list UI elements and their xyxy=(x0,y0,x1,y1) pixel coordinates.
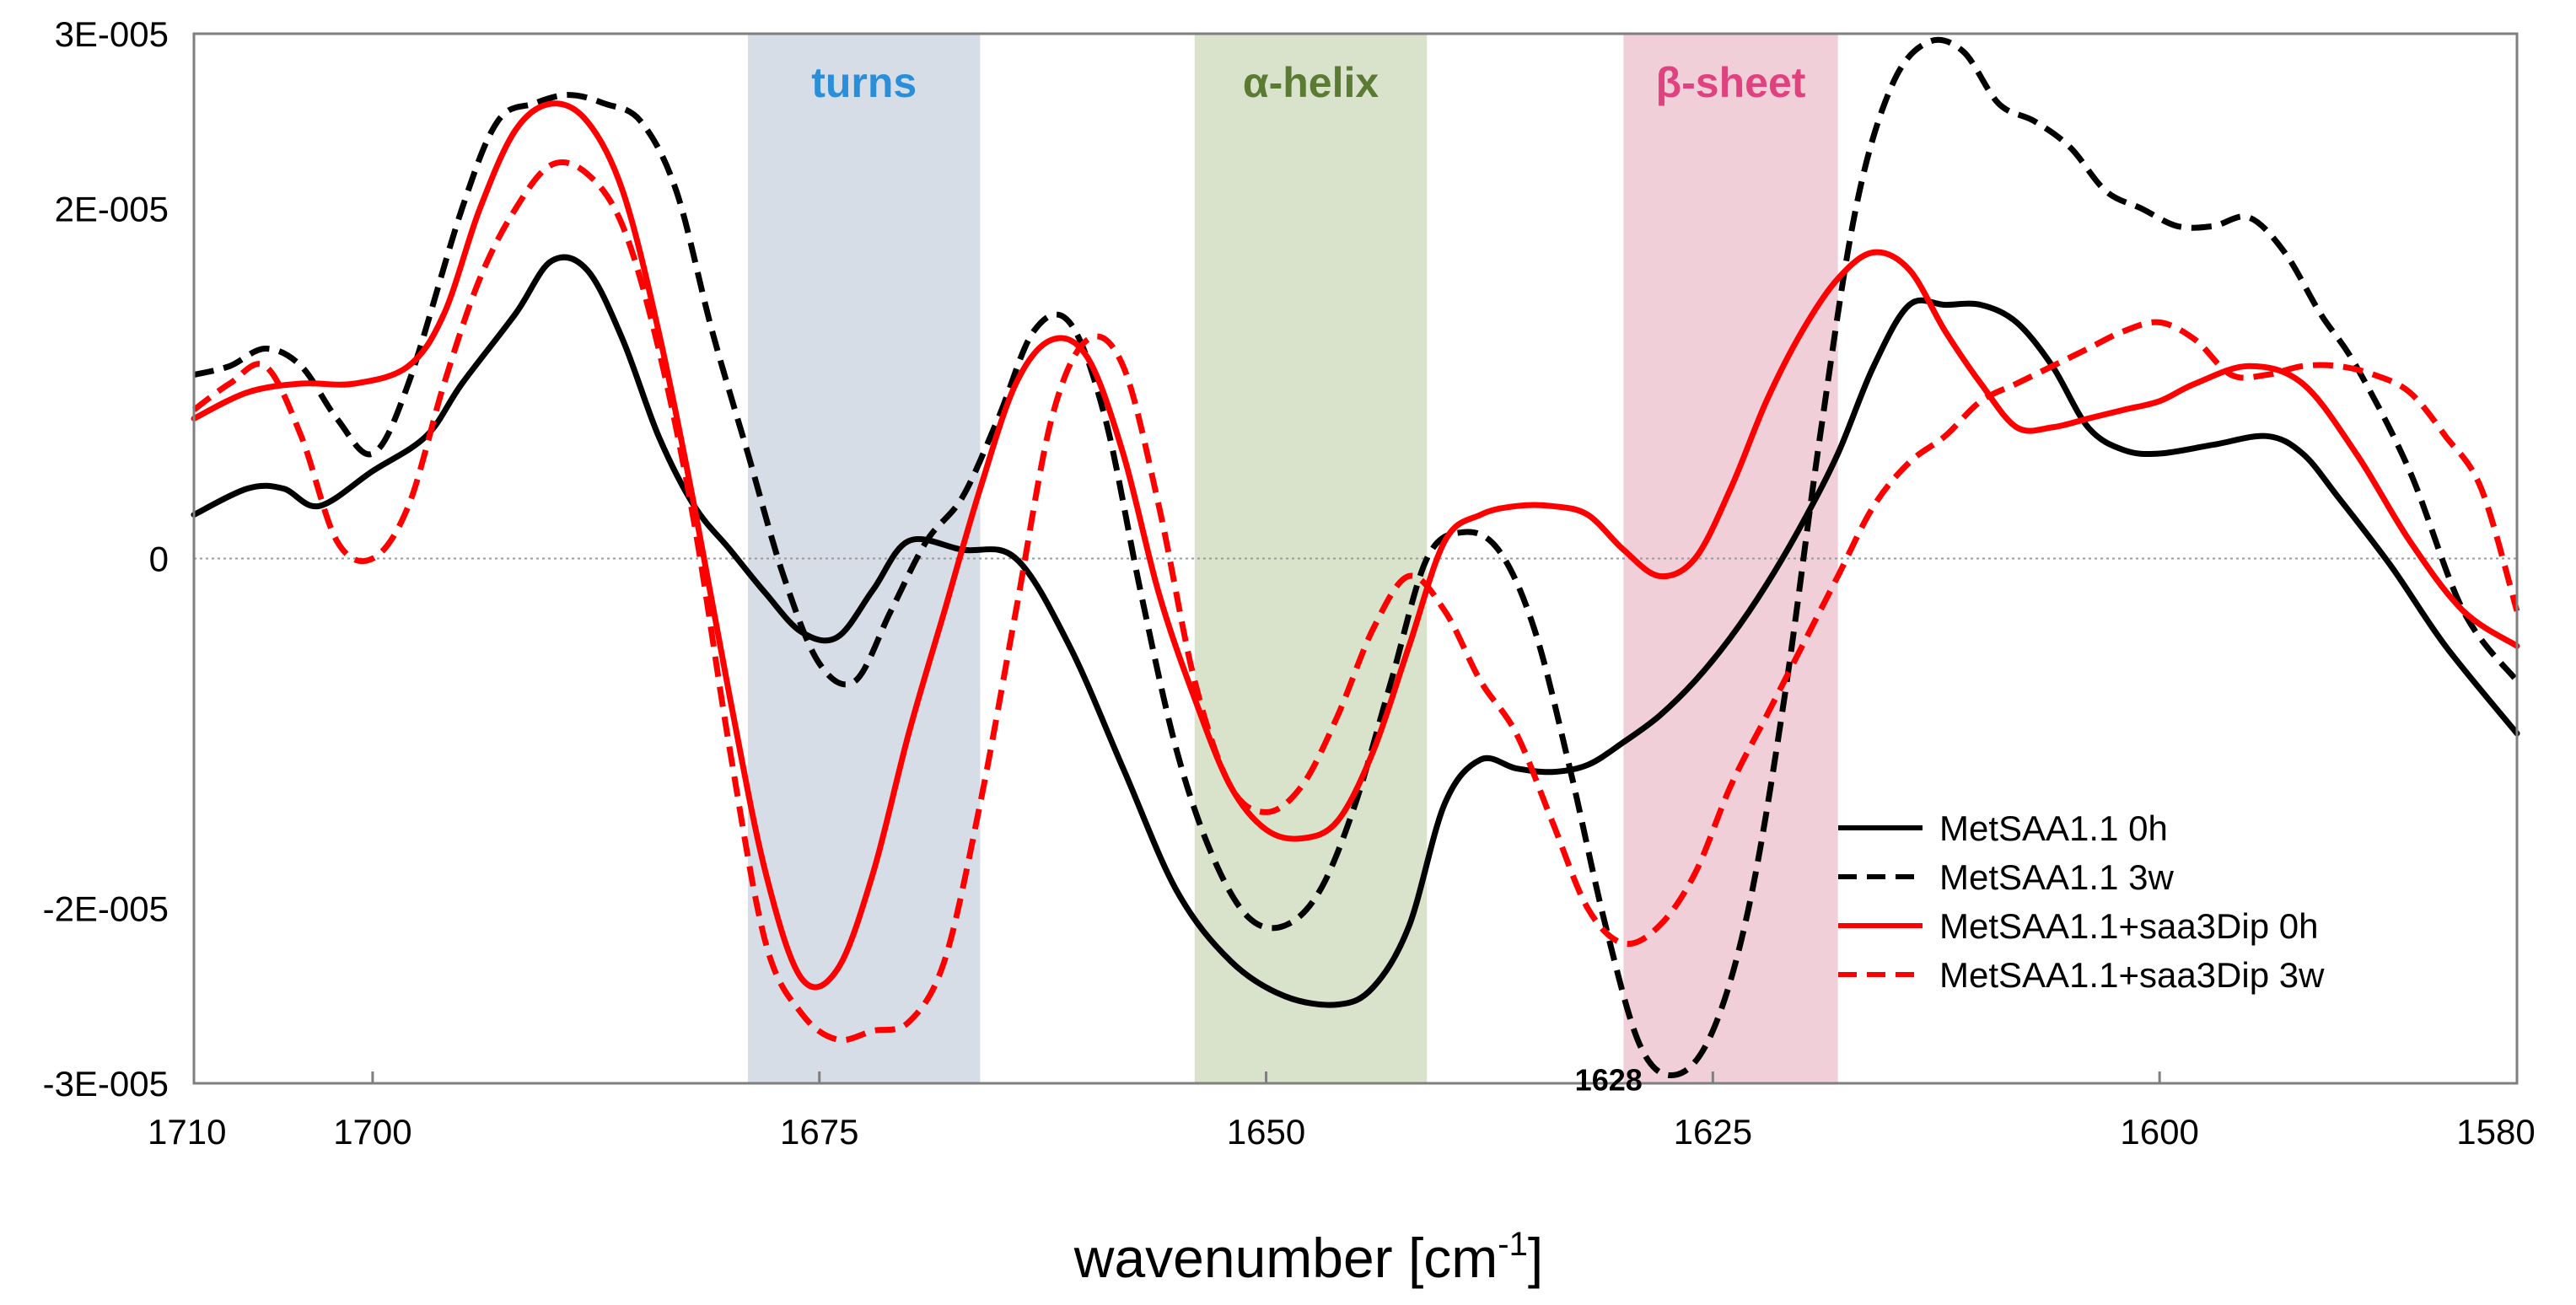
legend-label-3: MetSAA1.1+saa3Dip 3w xyxy=(1939,955,2325,995)
x-tick-label-0: 1710 xyxy=(148,1112,226,1152)
x-axis-ticks: 1710 1700 1675 1650 1625 1600 1580 xyxy=(148,1071,2536,1152)
annotations: 1628 xyxy=(1575,1063,1643,1098)
x-axis-label: wavenumber [cm-1] xyxy=(1073,1226,1543,1289)
y-tick-label-1: 2E-005 xyxy=(55,190,169,229)
legend-label-1: MetSAA1.1 3w xyxy=(1939,857,2174,897)
legend-label-0: MetSAA1.1 0h xyxy=(1939,808,2168,848)
x-tick-label-6: 1580 xyxy=(2456,1112,2535,1152)
y-tick-label-0: 3E-005 xyxy=(55,14,169,54)
annotation-0: 1628 xyxy=(1575,1063,1643,1098)
x-tick-label-2: 1675 xyxy=(780,1112,858,1152)
x-tick-label-1: 1700 xyxy=(333,1112,411,1152)
y-axis-ticks: 3E-005 2E-005 0 -2E-005 -3E-005 xyxy=(43,14,169,1104)
band-label-0: turns xyxy=(811,59,917,106)
x-tick-label-5: 1600 xyxy=(2120,1112,2198,1152)
y-tick-label-2: 0 xyxy=(149,540,169,579)
legend: MetSAA1.1 0h MetSAA1.1 3w MetSAA1.1+saa3Di… xyxy=(1838,808,2325,995)
x-tick-label-3: 1650 xyxy=(1227,1112,1305,1152)
x-axis-label-superscript: -1 xyxy=(1498,1226,1528,1263)
data-series xyxy=(191,36,2520,1078)
x-axis-label-close: ] xyxy=(1528,1227,1543,1289)
legend-label-2: MetSAA1.1+saa3Dip 0h xyxy=(1939,906,2318,946)
x-axis-label-text: wavenumber [cm xyxy=(1073,1227,1498,1289)
plot-frame xyxy=(192,32,2519,1085)
series-line-1 xyxy=(193,36,2520,1078)
series-line-3 xyxy=(191,159,2520,1044)
band-label-1: α-helix xyxy=(1243,59,1379,106)
y-tick-label-4: -3E-005 xyxy=(43,1064,169,1104)
band-label-2: β-sheet xyxy=(1656,59,1806,106)
series-line-0 xyxy=(191,254,2520,1008)
x-tick-label-4: 1625 xyxy=(1674,1112,1752,1152)
y-tick-label-3: -2E-005 xyxy=(43,889,169,929)
